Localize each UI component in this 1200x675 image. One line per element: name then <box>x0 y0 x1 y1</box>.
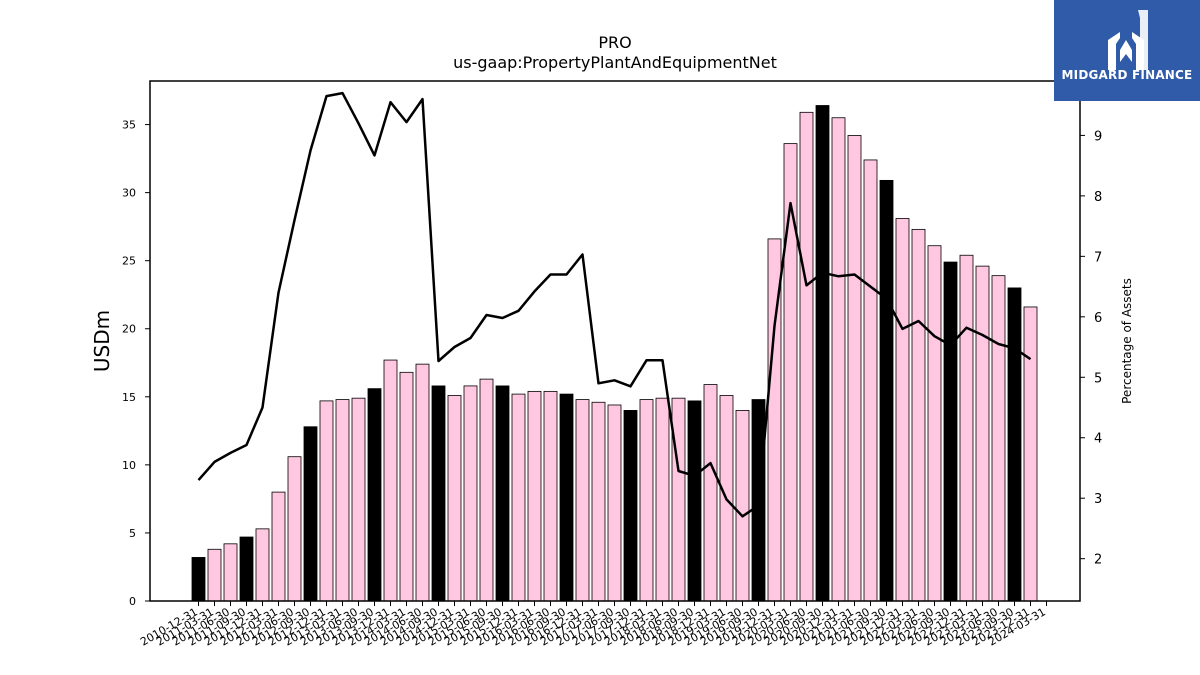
y2-tick-label: 4 <box>1094 432 1102 447</box>
bar <box>559 393 574 602</box>
bar <box>431 385 446 602</box>
y-tick-label: 20 <box>122 323 136 336</box>
chart-title: PRO <box>598 33 631 52</box>
y-axis-label: USDm <box>90 310 114 372</box>
bar <box>991 275 1006 602</box>
bar <box>479 378 494 602</box>
y2-tick-label: 5 <box>1094 371 1102 386</box>
bar <box>911 228 926 602</box>
bar <box>927 245 942 602</box>
bar <box>399 371 414 602</box>
brand-logo: MIDGARD FINANCE <box>1054 0 1200 101</box>
bar <box>703 384 718 602</box>
y-axis-right: 2 3 4 5 6 7 8 9 <box>1080 129 1102 568</box>
y-axis-left: 0 5 10 15 20 25 30 35 <box>122 119 150 608</box>
bar <box>959 254 974 602</box>
bar <box>943 261 958 602</box>
bar <box>271 491 286 602</box>
bar <box>879 179 894 602</box>
bar-series <box>191 105 1038 602</box>
bar <box>367 388 382 602</box>
bar <box>351 397 366 602</box>
y-tick-label: 25 <box>122 255 136 268</box>
bar <box>287 456 302 602</box>
y2-tick-label: 9 <box>1094 129 1102 144</box>
y-tick-label: 5 <box>129 527 136 540</box>
bar <box>607 404 622 602</box>
y2-axis-label: Percentage of Assets <box>1120 278 1134 404</box>
bar <box>1023 306 1038 602</box>
y-tick-label: 0 <box>129 595 136 608</box>
bar <box>847 135 862 602</box>
y2-tick-label: 7 <box>1094 250 1102 265</box>
y-tick-label: 30 <box>122 187 136 200</box>
y2-tick-label: 3 <box>1094 492 1102 507</box>
bar <box>655 397 670 602</box>
y-tick-label: 15 <box>122 391 136 404</box>
bar <box>207 548 222 602</box>
bar <box>687 400 702 602</box>
line-series <box>197 91 1032 518</box>
chart-subtitle: us-gaap:PropertyPlantAndEquipmentNet <box>453 53 777 72</box>
bar <box>815 105 830 602</box>
bar <box>863 159 878 602</box>
bar <box>591 401 606 602</box>
y-tick-label: 10 <box>122 459 136 472</box>
bar <box>639 399 654 602</box>
bar <box>831 117 846 602</box>
bar <box>575 399 590 602</box>
bar <box>191 557 206 602</box>
bar <box>895 218 910 602</box>
y-tick-label: 35 <box>122 119 136 132</box>
bar <box>447 395 462 602</box>
bar <box>799 111 814 602</box>
y2-tick-label: 2 <box>1094 553 1102 568</box>
bar <box>255 528 270 602</box>
bar <box>495 385 510 602</box>
bar <box>671 397 686 602</box>
y2-tick-label: 8 <box>1094 190 1102 205</box>
bar <box>319 400 334 602</box>
bar <box>1007 287 1022 602</box>
bar <box>623 410 638 602</box>
bar <box>735 410 750 602</box>
bar <box>463 385 478 602</box>
line-series-path <box>197 91 1032 518</box>
bar <box>527 390 542 602</box>
midgard-logo-icon <box>1108 10 1148 70</box>
bar <box>335 399 350 602</box>
bar <box>543 390 558 602</box>
bar <box>975 265 990 602</box>
bar <box>383 359 398 602</box>
bar <box>239 536 254 602</box>
bar <box>511 393 526 602</box>
x-axis: 2010-12-312011-03-312011-06-302011-09-30… <box>138 601 1048 649</box>
bar <box>223 543 238 602</box>
bar <box>415 363 430 602</box>
y2-tick-label: 6 <box>1094 311 1102 326</box>
brand-name: MIDGARD FINANCE <box>1061 68 1193 82</box>
bar <box>303 426 318 602</box>
